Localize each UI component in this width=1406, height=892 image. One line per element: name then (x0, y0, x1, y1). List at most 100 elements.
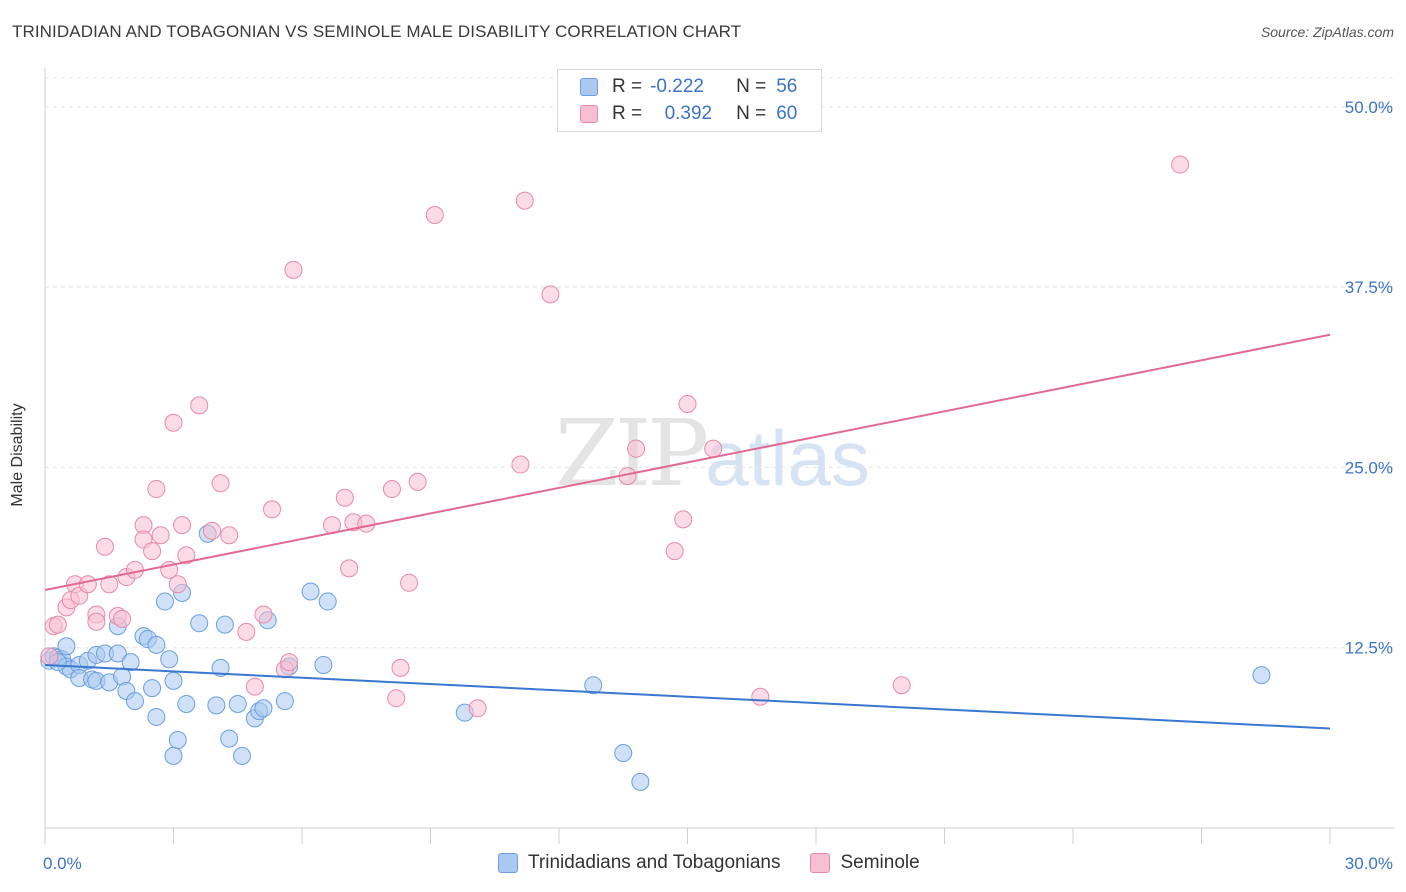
data-point-seminole (147, 480, 166, 499)
data-point-seminole (40, 647, 59, 666)
data-point-seminole (254, 605, 273, 624)
data-point-seminole (87, 612, 106, 631)
stats-legend: R = -0.222 N = 56 R = 0.392 N = 60 (557, 69, 822, 132)
data-point-seminole (751, 687, 770, 706)
data-point-trinidadian (233, 746, 252, 765)
data-point-trinidadian (57, 637, 76, 656)
series-legend-item-trinidadian: Trinidadians and Tobagonians (498, 852, 780, 874)
data-point-seminole (237, 622, 256, 641)
legend-row-seminole: R = 0.392 N = 60 (580, 102, 797, 126)
legend-swatch-blue (580, 78, 598, 96)
series-swatch-blue (498, 853, 518, 873)
legend-n-label: N = (736, 76, 767, 97)
legend-row-trinidadian: R = -0.222 N = 56 (580, 75, 797, 99)
legend-r-label: R = (612, 103, 643, 124)
data-point-seminole (468, 699, 487, 718)
series-legend: Trinidadians and Tobagonians Seminole (498, 852, 950, 874)
series-legend-label: Seminole (840, 852, 920, 873)
data-point-trinidadian (168, 731, 187, 750)
y-tick-label: 25.0% (1345, 458, 1393, 477)
data-point-seminole (391, 658, 410, 677)
data-point-trinidadian (254, 699, 273, 718)
data-point-trinidadian (160, 650, 179, 669)
data-point-seminole (284, 260, 303, 279)
data-point-seminole (627, 439, 646, 458)
data-point-trinidadian (211, 658, 230, 677)
legend-r-label: R = (612, 76, 643, 97)
data-point-seminole (211, 474, 230, 493)
data-point-seminole (541, 285, 560, 304)
data-point-seminole (164, 413, 183, 432)
chart-title: TRINIDADIAN AND TOBAGONIAN VS SEMINOLE M… (12, 22, 742, 41)
data-point-trinidadian (631, 772, 650, 791)
data-point-seminole (665, 542, 684, 561)
y-tick-label: 12.5% (1345, 639, 1393, 658)
data-point-trinidadian (143, 679, 162, 698)
x-tick-label: 30.0% (1345, 854, 1393, 873)
data-point-trinidadian (314, 656, 333, 675)
data-point-trinidadian (318, 592, 337, 611)
data-point-seminole (387, 689, 406, 708)
data-point-seminole (382, 480, 401, 499)
watermark: ZIPatlas (555, 400, 870, 507)
legend-n-value: 60 (776, 103, 798, 124)
data-point-seminole (280, 653, 299, 672)
data-point-trinidadian (1252, 666, 1271, 685)
data-point-seminole (335, 488, 354, 507)
data-point-seminole (892, 676, 911, 695)
data-point-seminole (220, 526, 239, 545)
data-point-seminole (143, 542, 162, 561)
data-point-seminole (678, 394, 697, 413)
data-point-seminole (173, 516, 192, 535)
x-tick-label: 0.0% (43, 854, 82, 873)
data-point-trinidadian (108, 644, 127, 663)
data-point-seminole (78, 575, 97, 594)
data-point-seminole (408, 472, 427, 491)
data-point-trinidadian (121, 653, 140, 672)
data-point-trinidadian (177, 694, 196, 713)
data-point-trinidadian (215, 615, 234, 634)
trend-line-trinidadian (44, 664, 1331, 730)
data-point-seminole (1171, 155, 1190, 174)
data-point-seminole (425, 206, 444, 225)
data-point-seminole (245, 677, 264, 696)
data-point-seminole (100, 575, 119, 594)
data-point-trinidadian (614, 744, 633, 762)
data-point-trinidadian (147, 635, 166, 654)
data-point-seminole (400, 573, 419, 592)
series-legend-label: Trinidadians and Tobagonians (528, 852, 781, 873)
data-point-trinidadian (164, 746, 183, 765)
series-legend-item-seminole: Seminole (810, 852, 920, 874)
legend-n-value: 56 (776, 76, 798, 97)
data-point-trinidadian (125, 692, 144, 711)
data-point-trinidadian (301, 582, 320, 601)
data-point-seminole (190, 396, 209, 415)
data-point-seminole (674, 510, 693, 529)
source-credit: Source: ZipAtlas.com (1260, 24, 1394, 40)
data-point-seminole (340, 559, 359, 578)
data-point-seminole (515, 191, 534, 210)
legend-n-label: N = (736, 103, 767, 124)
data-point-trinidadian (155, 592, 174, 611)
data-point-seminole (48, 615, 67, 634)
legend-r-value: 0.392 (664, 103, 713, 124)
data-point-trinidadian (220, 729, 239, 748)
data-point-trinidadian (228, 694, 247, 713)
legend-r-value: -0.222 (650, 76, 704, 97)
data-point-trinidadian (584, 676, 603, 695)
y-tick-label: 50.0% (1345, 98, 1393, 117)
data-point-trinidadian (190, 614, 209, 633)
data-point-trinidadian (164, 671, 183, 690)
data-point-trinidadian (207, 696, 226, 715)
data-point-trinidadian (147, 707, 166, 726)
data-point-seminole (177, 546, 196, 565)
data-point-trinidadian (275, 692, 294, 711)
data-point-seminole (263, 500, 282, 519)
data-point-seminole (95, 537, 114, 556)
y-tick-label: 37.5% (1345, 278, 1393, 297)
data-point-seminole (357, 514, 376, 533)
series-swatch-pink (810, 853, 831, 873)
data-point-seminole (151, 526, 170, 545)
data-point-seminole (168, 575, 187, 594)
data-point-seminole (113, 609, 132, 628)
